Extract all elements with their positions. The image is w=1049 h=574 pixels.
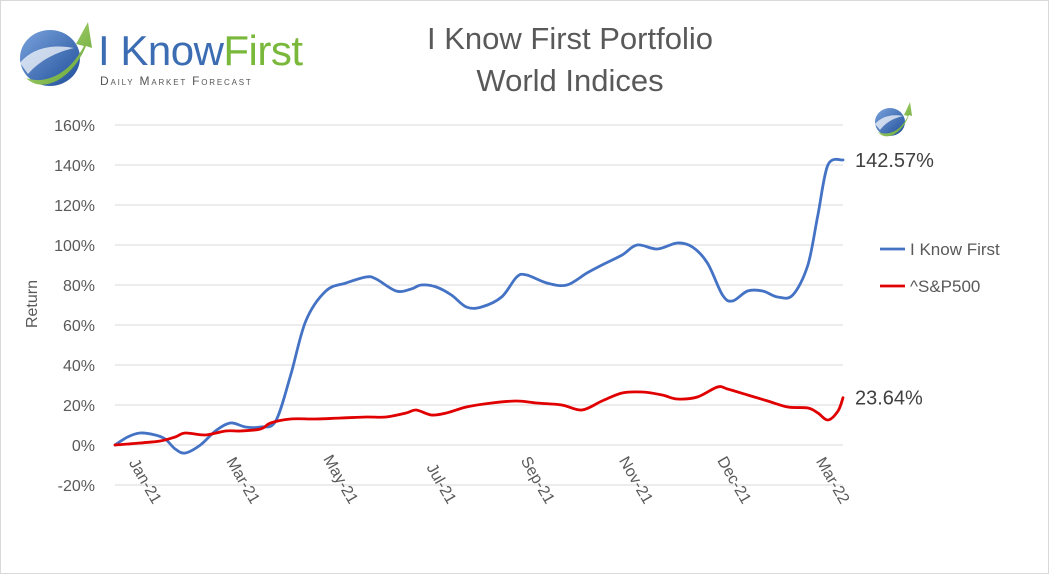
series-line-s-p500 xyxy=(113,385,845,447)
y-tick-label: 100% xyxy=(54,238,95,255)
y-tick-label: 120% xyxy=(54,198,95,215)
x-tick-label: May-21 xyxy=(319,452,360,507)
y-tick-label: 20% xyxy=(63,398,95,415)
x-tick-label: Mar-22 xyxy=(812,455,852,507)
x-tick-label: Sep-21 xyxy=(517,454,558,507)
x-tick-label: Nov-21 xyxy=(615,454,656,507)
y-tick-label: 0% xyxy=(72,438,95,455)
y-tick-label: -20% xyxy=(58,478,95,495)
x-tick-label: Mar-21 xyxy=(222,455,262,507)
x-tick-label: Jan-21 xyxy=(125,456,164,507)
end-value-labels: 142.57% 23.64% xyxy=(855,150,934,410)
x-tick-label: Jul-21 xyxy=(423,461,460,507)
series-lines xyxy=(113,157,845,455)
y-axis-ticks: -20% 0% 20% 40% 60% 80% 100% 120% 140% 160% xyxy=(54,118,95,495)
y-tick-label: 160% xyxy=(54,118,95,135)
chart-title-line1: I Know First Portfolio xyxy=(427,21,713,56)
y-tick-label: 80% xyxy=(63,278,95,295)
legend-label-s-p500: ^S&P500 xyxy=(910,277,980,296)
chart-title: I Know First Portfolio World Indices xyxy=(330,18,810,102)
y-axis-label: Return xyxy=(24,280,41,328)
logo-wordmark: I KnowFirst xyxy=(98,27,303,74)
ikf-logo-globe-icon xyxy=(20,22,92,86)
legend-label-i-know-first: I Know First xyxy=(910,240,1000,259)
ikf-logo: I KnowFirst Daily Market Forecast xyxy=(12,8,303,100)
end-label-i-know-first: 142.57% xyxy=(855,150,934,172)
x-axis-ticks: Jan-21 Mar-21 May-21 Jul-21 Sep-21 Nov-21 Dec-… xyxy=(125,452,852,507)
y-tick-label: 140% xyxy=(54,158,95,175)
end-label-s-p500: 23.64% xyxy=(855,388,923,410)
x-tick-label: Dec-21 xyxy=(713,454,754,507)
chart-title-line2: World Indices xyxy=(476,63,664,98)
y-tick-label: 60% xyxy=(63,318,95,335)
series-line-i-know-first xyxy=(113,157,845,455)
legend: I Know First ^S&P500 xyxy=(880,240,1000,296)
y-tick-label: 40% xyxy=(63,358,95,375)
logo-tagline: Daily Market Forecast xyxy=(100,74,253,88)
small-logo-icon xyxy=(875,102,912,137)
